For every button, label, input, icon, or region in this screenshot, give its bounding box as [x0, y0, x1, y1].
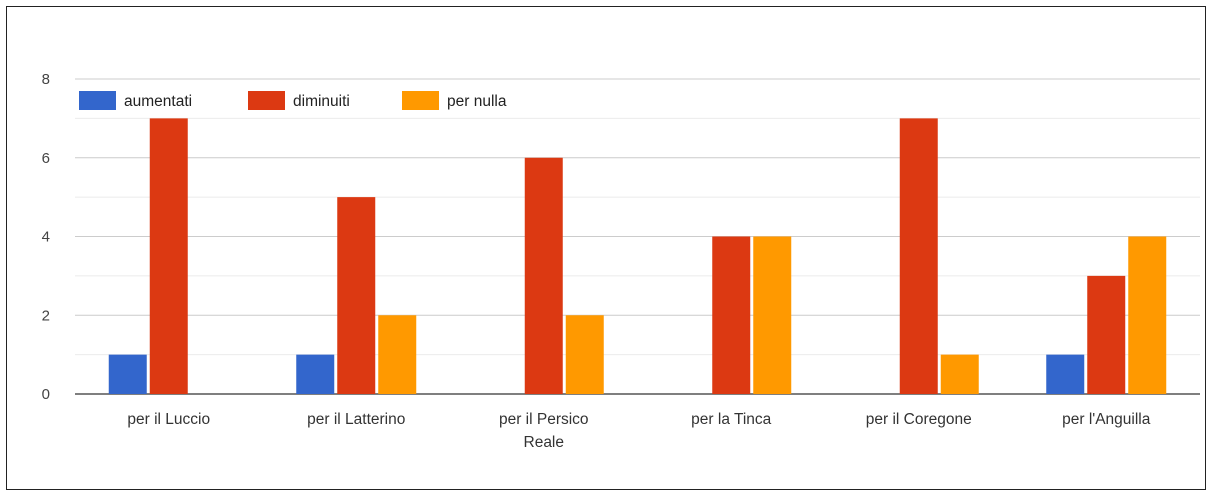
- x-tick-label-line: per la Tinca: [691, 411, 772, 428]
- legend-swatch: [79, 91, 116, 110]
- y-axis-ticks: 0 2 4 6 8: [42, 71, 50, 403]
- legend-swatch: [248, 91, 285, 110]
- bar-per-nulla: [753, 236, 792, 394]
- legend-label: aumentati: [124, 93, 192, 110]
- x-tick-label: per l'Anguilla: [1062, 411, 1151, 428]
- bar-per-nulla: [1128, 236, 1167, 394]
- x-tick-label-line: Reale: [524, 434, 565, 451]
- y-tick-label: 2: [42, 307, 50, 324]
- bar-diminuiti: [899, 118, 938, 394]
- bar-diminuiti: [524, 157, 563, 394]
- x-tick-label-line: per il Latterino: [307, 411, 405, 428]
- legend-label: diminuiti: [293, 93, 350, 110]
- legend-swatch: [402, 91, 439, 110]
- bars: [108, 118, 1167, 394]
- x-tick-label: per il Latterino: [307, 411, 405, 428]
- y-tick-label: 6: [42, 150, 50, 167]
- bar-per-nulla: [940, 354, 979, 394]
- bar-diminuiti: [712, 236, 751, 394]
- bar-diminuiti: [149, 118, 188, 394]
- x-tick-label-line: per il Luccio: [127, 411, 210, 428]
- bar-aumentati: [296, 354, 335, 394]
- y-tick-label: 0: [42, 386, 50, 403]
- x-tick-label-line: per l'Anguilla: [1062, 411, 1151, 428]
- bar-per-nulla: [378, 315, 417, 394]
- bar-aumentati: [108, 354, 147, 394]
- y-tick-label: 8: [42, 71, 50, 88]
- x-tick-label: per il Coregone: [866, 411, 972, 428]
- bar-per-nulla: [565, 315, 604, 394]
- legend-label: per nulla: [447, 93, 507, 110]
- x-tick-label: per il Luccio: [127, 411, 210, 428]
- y-tick-label: 4: [42, 229, 50, 246]
- x-tick-label: per il Persico Reale: [499, 411, 589, 451]
- x-tick-label: per la Tinca: [691, 411, 772, 428]
- bar-aumentati: [1046, 354, 1085, 394]
- x-tick-label-line: per il Persico: [499, 411, 589, 428]
- bar-diminuiti: [337, 197, 376, 394]
- grid-lines: [75, 78, 1200, 395]
- x-axis-labels: per il Luccio per il Latterino per il Pers…: [127, 411, 1150, 451]
- bar-diminuiti: [1087, 275, 1126, 394]
- x-tick-label-line: per il Coregone: [866, 411, 972, 428]
- legend: aumentati diminuiti per nulla: [79, 91, 507, 110]
- chart-frame: [6, 6, 1206, 490]
